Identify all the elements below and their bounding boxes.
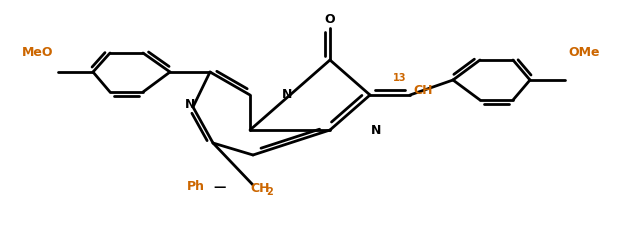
Text: 2: 2 <box>266 187 273 197</box>
Text: 13: 13 <box>393 73 407 83</box>
Text: N: N <box>371 123 381 136</box>
Text: OMe: OMe <box>568 45 599 59</box>
Text: CH: CH <box>250 182 270 195</box>
Text: N: N <box>282 89 292 101</box>
Text: —: — <box>213 180 225 193</box>
Text: MeO: MeO <box>22 45 53 59</box>
Text: CH: CH <box>413 84 432 98</box>
Text: Ph: Ph <box>187 180 205 193</box>
Text: N: N <box>184 99 195 111</box>
Text: O: O <box>325 13 335 26</box>
